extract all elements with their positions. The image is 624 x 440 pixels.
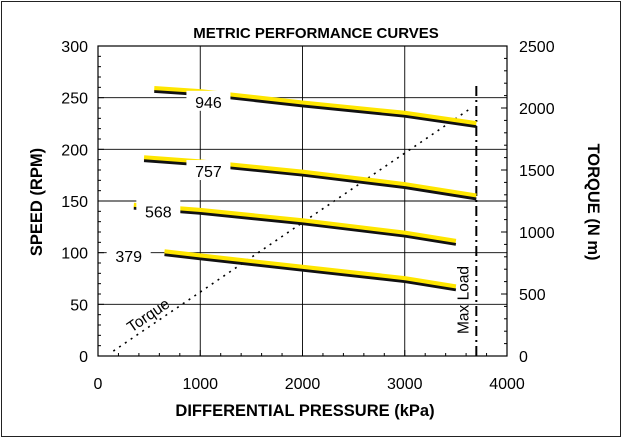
series-label: 379 xyxy=(115,249,142,266)
x-tick-label: 0 xyxy=(94,376,103,393)
y-tick-label: 300 xyxy=(61,39,88,56)
speed-curve-highlight xyxy=(154,85,477,127)
y2-tick-label: 500 xyxy=(519,287,546,304)
y2-tick-label: 1000 xyxy=(519,225,555,242)
y2-axis-label: TORQUE (N m) xyxy=(584,143,602,260)
speed-curve xyxy=(164,253,457,292)
y2-tick-label: 0 xyxy=(519,349,528,366)
x-tick-label: 1000 xyxy=(182,376,218,393)
y-tick-label: 250 xyxy=(61,91,88,108)
y-tick-label: 150 xyxy=(61,194,88,211)
series-label: 946 xyxy=(195,95,222,112)
speed-curve-highlight xyxy=(143,155,477,199)
y-axis-label: SPEED (RPM) xyxy=(28,148,46,256)
speed-curve xyxy=(133,206,457,246)
y2-tick-label: 2000 xyxy=(519,101,555,118)
y2-tick-label: 2500 xyxy=(519,39,555,56)
series-label-bg xyxy=(136,200,181,221)
speed-curve xyxy=(143,159,477,201)
x-tick-label: 2000 xyxy=(285,376,321,393)
speed-curve-highlight xyxy=(164,249,457,290)
series-label: 568 xyxy=(145,204,172,221)
series-label-bg xyxy=(186,160,231,181)
x-tick-label: 4000 xyxy=(489,376,525,393)
x-axis-label: DIFFERENTIAL PRESSURE (kPa) xyxy=(175,402,434,420)
y-tick-label: 50 xyxy=(70,297,88,314)
torque-line xyxy=(112,107,472,352)
chart-title: METRIC PERFORMANCE CURVES xyxy=(193,25,439,42)
y-tick-label: 200 xyxy=(61,142,88,159)
series-label-bg xyxy=(186,90,231,111)
y2-tick-label: 1500 xyxy=(519,163,555,180)
x-tick-label: 3000 xyxy=(387,376,423,393)
series-label: 757 xyxy=(195,164,222,181)
y-tick-label: 100 xyxy=(61,246,88,263)
speed-curve xyxy=(154,90,477,128)
y-tick-label: 0 xyxy=(79,349,88,366)
max-load-label: Max Load xyxy=(455,266,472,334)
series-label-bg xyxy=(106,244,151,265)
